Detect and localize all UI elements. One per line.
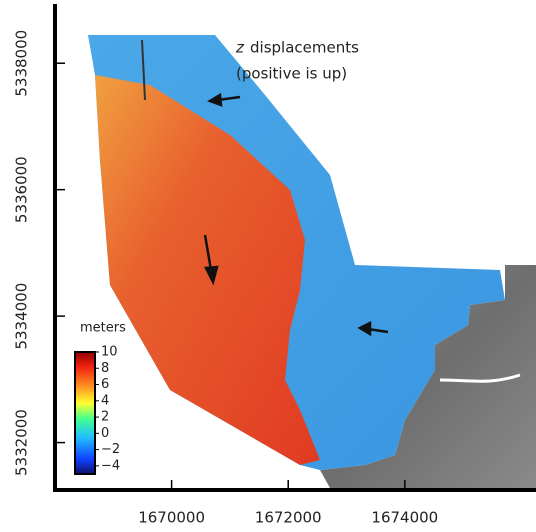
colorbar-tick-label: 8 <box>101 361 109 376</box>
annotation-title: displacements <box>250 39 359 57</box>
y-tick-label: 5332000 <box>13 409 31 476</box>
colorbar-tick-label: 4 <box>101 393 109 408</box>
y-tick-label: 5336000 <box>13 156 31 223</box>
y-tick-label: 5338000 <box>13 30 31 97</box>
colorbar-tick-label: −2 <box>101 442 120 457</box>
map-layers <box>88 35 536 488</box>
annotation-variable: z <box>235 39 245 57</box>
colorbar-tick-label: 2 <box>101 410 109 425</box>
x-tick-label: 1674000 <box>371 509 438 527</box>
colorbar-tick-label: 6 <box>101 377 109 392</box>
x-tick-label: 1672000 <box>255 509 322 527</box>
colorbar-tick-label: 10 <box>101 345 118 360</box>
map-figure: z displacements (positive is up) 1670000… <box>0 0 536 532</box>
colorbar-label: meters <box>80 321 126 336</box>
colorbar-tick-label: 0 <box>101 426 109 441</box>
colorbar-tick-label: −4 <box>101 458 120 473</box>
y-tick-label: 5334000 <box>13 283 31 350</box>
annotation-subtitle: (positive is up) <box>236 65 347 83</box>
x-tick-label: 1670000 <box>138 509 205 527</box>
